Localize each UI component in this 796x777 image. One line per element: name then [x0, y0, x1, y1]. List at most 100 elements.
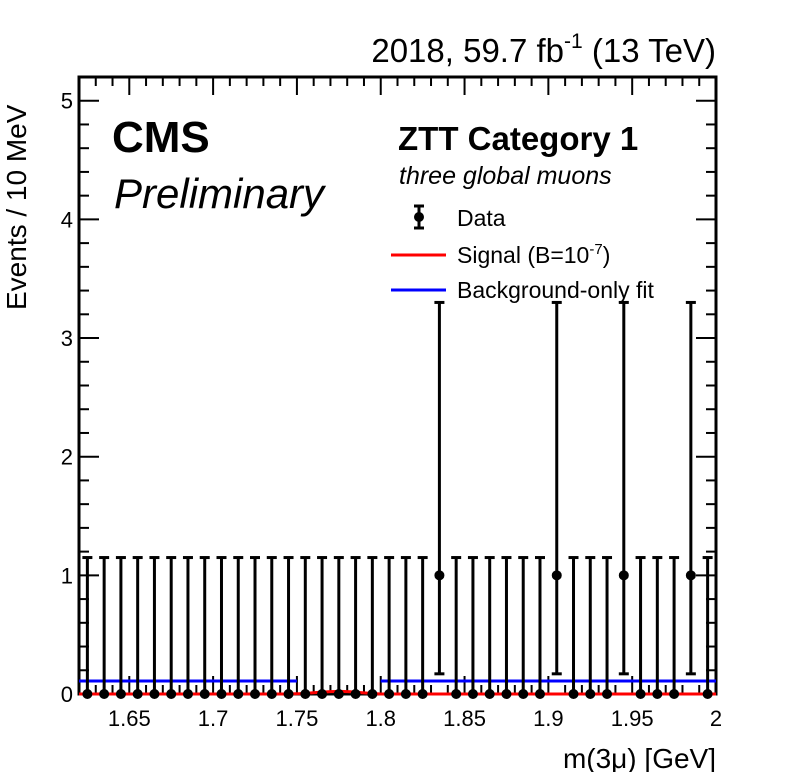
x-tick-label: 1.75 [276, 706, 319, 731]
data-point [300, 689, 311, 699]
x-tick-label: 1.8 [365, 706, 396, 731]
data-point-group [568, 556, 579, 699]
x-tick-label: 1.65 [108, 706, 151, 731]
data-point [149, 689, 160, 699]
data-point-group [551, 300, 562, 676]
data-point [166, 689, 177, 699]
y-tick-label: 4 [61, 207, 73, 232]
data-point [685, 570, 696, 581]
y-tick-label: 1 [61, 563, 73, 588]
legend-background-label: Background-only fit [457, 277, 654, 303]
data-point-group [534, 556, 545, 699]
data-point [669, 689, 680, 699]
data-point-group [266, 556, 277, 699]
data-point-group [182, 556, 193, 699]
data-point-group [585, 556, 596, 699]
data-point-group [635, 556, 646, 699]
x-tick-label: 1.95 [611, 706, 654, 731]
x-axis-label: m(3μ) [GeV] [563, 743, 716, 772]
y-axis-label: Events / 10 MeV [1, 104, 32, 310]
data-point-group [317, 556, 328, 699]
data-point-group [602, 556, 613, 699]
data-point [518, 689, 529, 699]
data-point [434, 570, 445, 581]
data-point [367, 689, 378, 699]
data-point [115, 689, 126, 699]
data-point [501, 689, 512, 699]
data-point-group [283, 556, 294, 699]
data-point [199, 689, 210, 699]
legend-data-label: Data [457, 205, 506, 231]
data-point-group [350, 556, 361, 699]
data-point-group [166, 556, 177, 699]
data-point-group [250, 556, 261, 699]
data-point [568, 689, 579, 699]
x-tick-labels: 1.65 1.7 1.75 1.8 1.85 1.9 1.95 2 [108, 706, 722, 731]
x-tick-label: 1.9 [533, 706, 564, 731]
data-point-group [652, 556, 663, 699]
data-point-group [216, 556, 227, 699]
y-tick-labels: 0 1 2 3 4 5 [61, 89, 73, 707]
data-point-group [400, 556, 411, 699]
data-point-group [149, 556, 160, 699]
data-point-group [132, 556, 143, 699]
x-tick-label: 1.7 [198, 706, 229, 731]
data-point [534, 689, 545, 699]
legend: Data Signal (B=10-7) Background-only fit [391, 204, 654, 303]
data-point [132, 689, 143, 699]
data-point [182, 689, 193, 699]
data-point-group [434, 300, 445, 676]
data-point-group [467, 556, 478, 699]
data-point-group [233, 556, 244, 699]
data-point [333, 689, 344, 699]
data-point [233, 689, 244, 699]
lumi-label: 2018, 59.7 fb-1 (13 TeV) [371, 30, 716, 69]
data-point [216, 689, 227, 699]
y-tick-label: 0 [61, 682, 73, 707]
data-point-group [417, 556, 428, 699]
data-point-group [484, 556, 495, 699]
preliminary-label: Preliminary [114, 170, 327, 217]
data-point [250, 689, 261, 699]
cms-label: CMS [112, 113, 210, 162]
data-point [585, 689, 596, 699]
data-point [618, 570, 629, 581]
x-tick-label: 2 [710, 706, 722, 731]
data-point-group [685, 300, 696, 676]
legend-signal-label: Signal (B=10-7) [457, 241, 610, 268]
data-points [82, 300, 713, 699]
data-point-group [367, 556, 378, 699]
y-tick-label: 5 [61, 89, 73, 114]
data-point-group [99, 556, 110, 699]
data-point [417, 689, 428, 699]
y-tick-label: 3 [61, 326, 73, 351]
data-point-group [199, 556, 210, 699]
data-point [350, 689, 361, 699]
data-point [283, 689, 294, 699]
data-point-group [451, 556, 462, 699]
data-point-group [518, 556, 529, 699]
data-point [451, 689, 462, 699]
data-point [266, 689, 277, 699]
data-point-group [702, 556, 713, 699]
data-point-group [333, 556, 344, 699]
data-point [602, 689, 613, 699]
data-point [384, 689, 395, 699]
data-point [82, 689, 93, 699]
data-point [99, 689, 110, 699]
data-point [635, 689, 646, 699]
category-title: ZTT Category 1 [398, 120, 638, 157]
data-point [400, 689, 411, 699]
data-point-group [82, 556, 93, 699]
x-tick-label: 1.85 [443, 706, 486, 731]
y-tick-label: 2 [61, 445, 73, 470]
data-point [467, 689, 478, 699]
data-point [702, 689, 713, 699]
category-subtitle: three global muons [399, 162, 612, 190]
data-point-group [669, 556, 680, 699]
data-point [484, 689, 495, 699]
data-point-group [115, 556, 126, 699]
data-point-group [300, 556, 311, 699]
